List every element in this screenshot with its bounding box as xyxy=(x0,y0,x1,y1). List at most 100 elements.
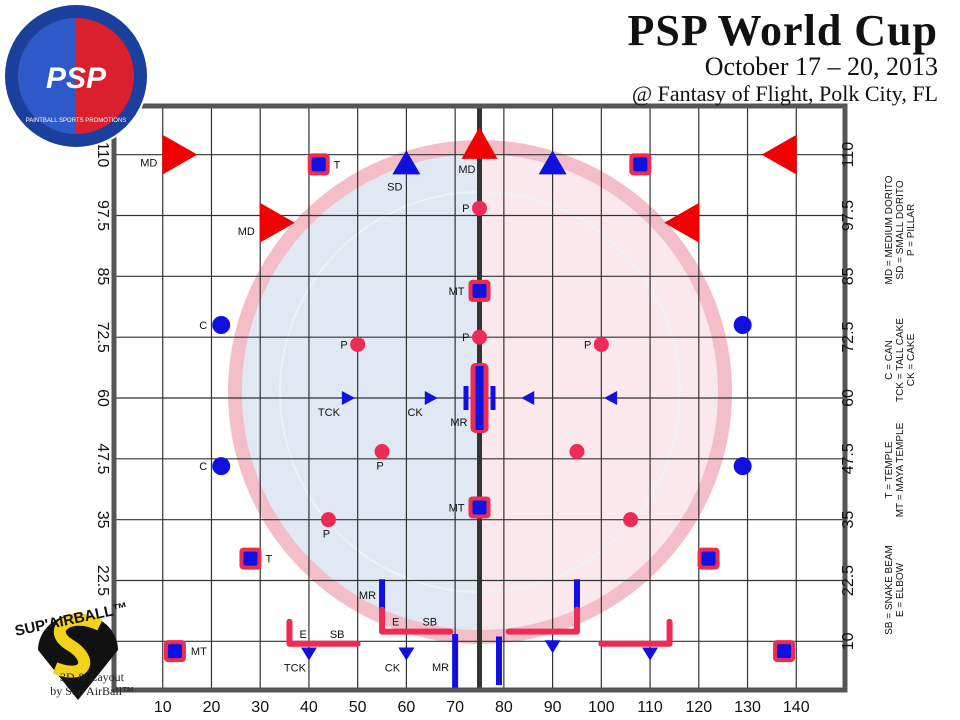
can-icon xyxy=(733,457,752,476)
legend-entry: TCK = TALL CAKE xyxy=(895,318,906,402)
bunker-label: CK xyxy=(407,407,423,419)
y-tick-label-right: 85 xyxy=(840,267,857,285)
field-border xyxy=(111,103,848,693)
psp-logo-ring-text: PAINTBALL SPORTS PROMOTIONS xyxy=(26,118,127,124)
x-tick-label: 10 xyxy=(154,699,172,716)
bunker-label: MD xyxy=(458,164,475,176)
y-tick-label-left: 47.5 xyxy=(94,443,111,474)
bunker-label: MR xyxy=(450,417,467,429)
cake-icon xyxy=(398,647,415,661)
small-dorito-icon xyxy=(392,150,421,175)
can-icon xyxy=(733,316,752,334)
bunker-label: MT xyxy=(191,646,207,658)
credit-line1: 3D & Layout xyxy=(60,670,124,684)
cake-icon xyxy=(424,391,438,405)
maya-temple-icon xyxy=(472,500,487,515)
pillar-icon xyxy=(569,444,585,460)
legend-entry: SB = SNAKE BEAM xyxy=(884,545,895,635)
elbow-label: E xyxy=(392,617,399,629)
y-tick-label-right: 47.5 xyxy=(840,443,857,474)
y-tick-label-right: 97.5 xyxy=(840,200,857,231)
bunker-label: MT xyxy=(449,503,465,515)
tall-cake-icon xyxy=(300,647,317,661)
legend-entry: T = TEMPLE xyxy=(884,441,895,498)
legend-entry: CK = CAKE xyxy=(906,333,917,386)
snake-beam-icon xyxy=(505,606,580,635)
psp-logo-blue-half xyxy=(18,18,76,134)
mini-ramp-icon xyxy=(452,634,459,688)
tall-cake-icon xyxy=(642,647,659,661)
y-tick-label-left: 97.5 xyxy=(94,200,111,231)
bunker-label: P xyxy=(323,529,330,541)
x-tick-label: 30 xyxy=(251,699,269,716)
pillar-icon xyxy=(374,444,390,460)
x-tick-label: 120 xyxy=(685,699,712,716)
watermark-blue-half xyxy=(242,154,480,630)
x-tick-label: 20 xyxy=(203,699,221,716)
temple-icon xyxy=(633,157,648,172)
maya-ramp-side xyxy=(490,386,496,410)
y-tick-label-left: 22.5 xyxy=(94,565,111,596)
y-tick-label-right: 35 xyxy=(840,511,857,529)
legend-entry: MD = MEDIUM DORITO xyxy=(884,175,895,284)
x-tick-label: 40 xyxy=(300,699,318,716)
x-tick-label: 50 xyxy=(349,699,367,716)
psp-logo-text: PSP xyxy=(46,62,107,95)
can-icon xyxy=(212,316,231,334)
x-tick-label: 90 xyxy=(544,699,562,716)
elbow-label: E xyxy=(299,629,306,641)
bunker-label: MR xyxy=(359,590,376,602)
maya-temple-icon xyxy=(472,283,487,298)
event-title: PSP World Cup xyxy=(627,6,938,55)
medium-dorito-icon xyxy=(259,202,295,243)
bunker-label: CK xyxy=(385,663,401,675)
legend-entry: MT = MAYA TEMPLE xyxy=(895,422,906,517)
bunker-label: P xyxy=(376,461,383,473)
credit-line2: by Sup'AirBall™ xyxy=(50,684,134,698)
tall-cake-icon xyxy=(521,391,535,405)
y-tick-label-left: 60 xyxy=(94,389,111,407)
bunker-label: SD xyxy=(387,181,402,193)
legend-entry: SD = SMALL DORITO xyxy=(895,180,906,279)
maya-ramp-icon xyxy=(475,366,484,430)
bunker-label: MR xyxy=(432,662,449,674)
bunker-label: TCK xyxy=(284,663,307,675)
bunker-label: TCK xyxy=(318,407,341,419)
medium-dorito-icon xyxy=(664,202,700,243)
small-dorito-icon xyxy=(538,150,567,175)
medium-dorito-icon xyxy=(461,126,498,159)
x-tick-label: 70 xyxy=(446,699,464,716)
snake-beam-icon xyxy=(598,618,673,647)
pillar-icon xyxy=(593,336,609,352)
temple-icon xyxy=(243,551,258,566)
x-tick-label: 130 xyxy=(734,699,761,716)
maya-ramp-side xyxy=(463,386,469,410)
x-tick-label: 140 xyxy=(783,699,810,716)
event-dates: October 17 – 20, 2013 xyxy=(704,52,938,81)
tall-cake-icon xyxy=(604,391,618,405)
event-venue: @ Fantasy of Flight, Polk City, FL xyxy=(631,81,938,106)
snake-beam-icon xyxy=(379,606,454,635)
snake-beam-label: SB xyxy=(330,629,345,641)
pillar-icon xyxy=(320,512,336,528)
medium-dorito-icon xyxy=(761,134,797,175)
supairball-s-icon xyxy=(52,613,103,678)
x-tick-label: 100 xyxy=(588,699,615,716)
y-tick-label-left: 110 xyxy=(94,142,111,168)
bunker-label: MD xyxy=(238,226,255,238)
mini-ramp-icon xyxy=(379,579,386,611)
bunker-label: P xyxy=(462,203,469,215)
pillar-icon xyxy=(472,200,487,216)
bunker-label: MD xyxy=(140,158,157,170)
x-tick-label: 80 xyxy=(495,699,513,716)
bunker-label: T xyxy=(265,554,272,566)
x-tick-label: 110 xyxy=(637,699,663,716)
credit: 3D & Layout by Sup'AirBall™ xyxy=(32,670,152,698)
pillar-icon xyxy=(623,512,639,528)
temple-icon xyxy=(311,157,326,172)
event-header: PSP World Cup October 17 – 20, 2013 @ Fa… xyxy=(627,8,938,108)
y-tick-label-right: 22.5 xyxy=(840,565,857,596)
snake-beam-label: SB xyxy=(422,617,437,629)
maya-temple-icon xyxy=(777,644,792,659)
can-icon xyxy=(212,457,231,476)
